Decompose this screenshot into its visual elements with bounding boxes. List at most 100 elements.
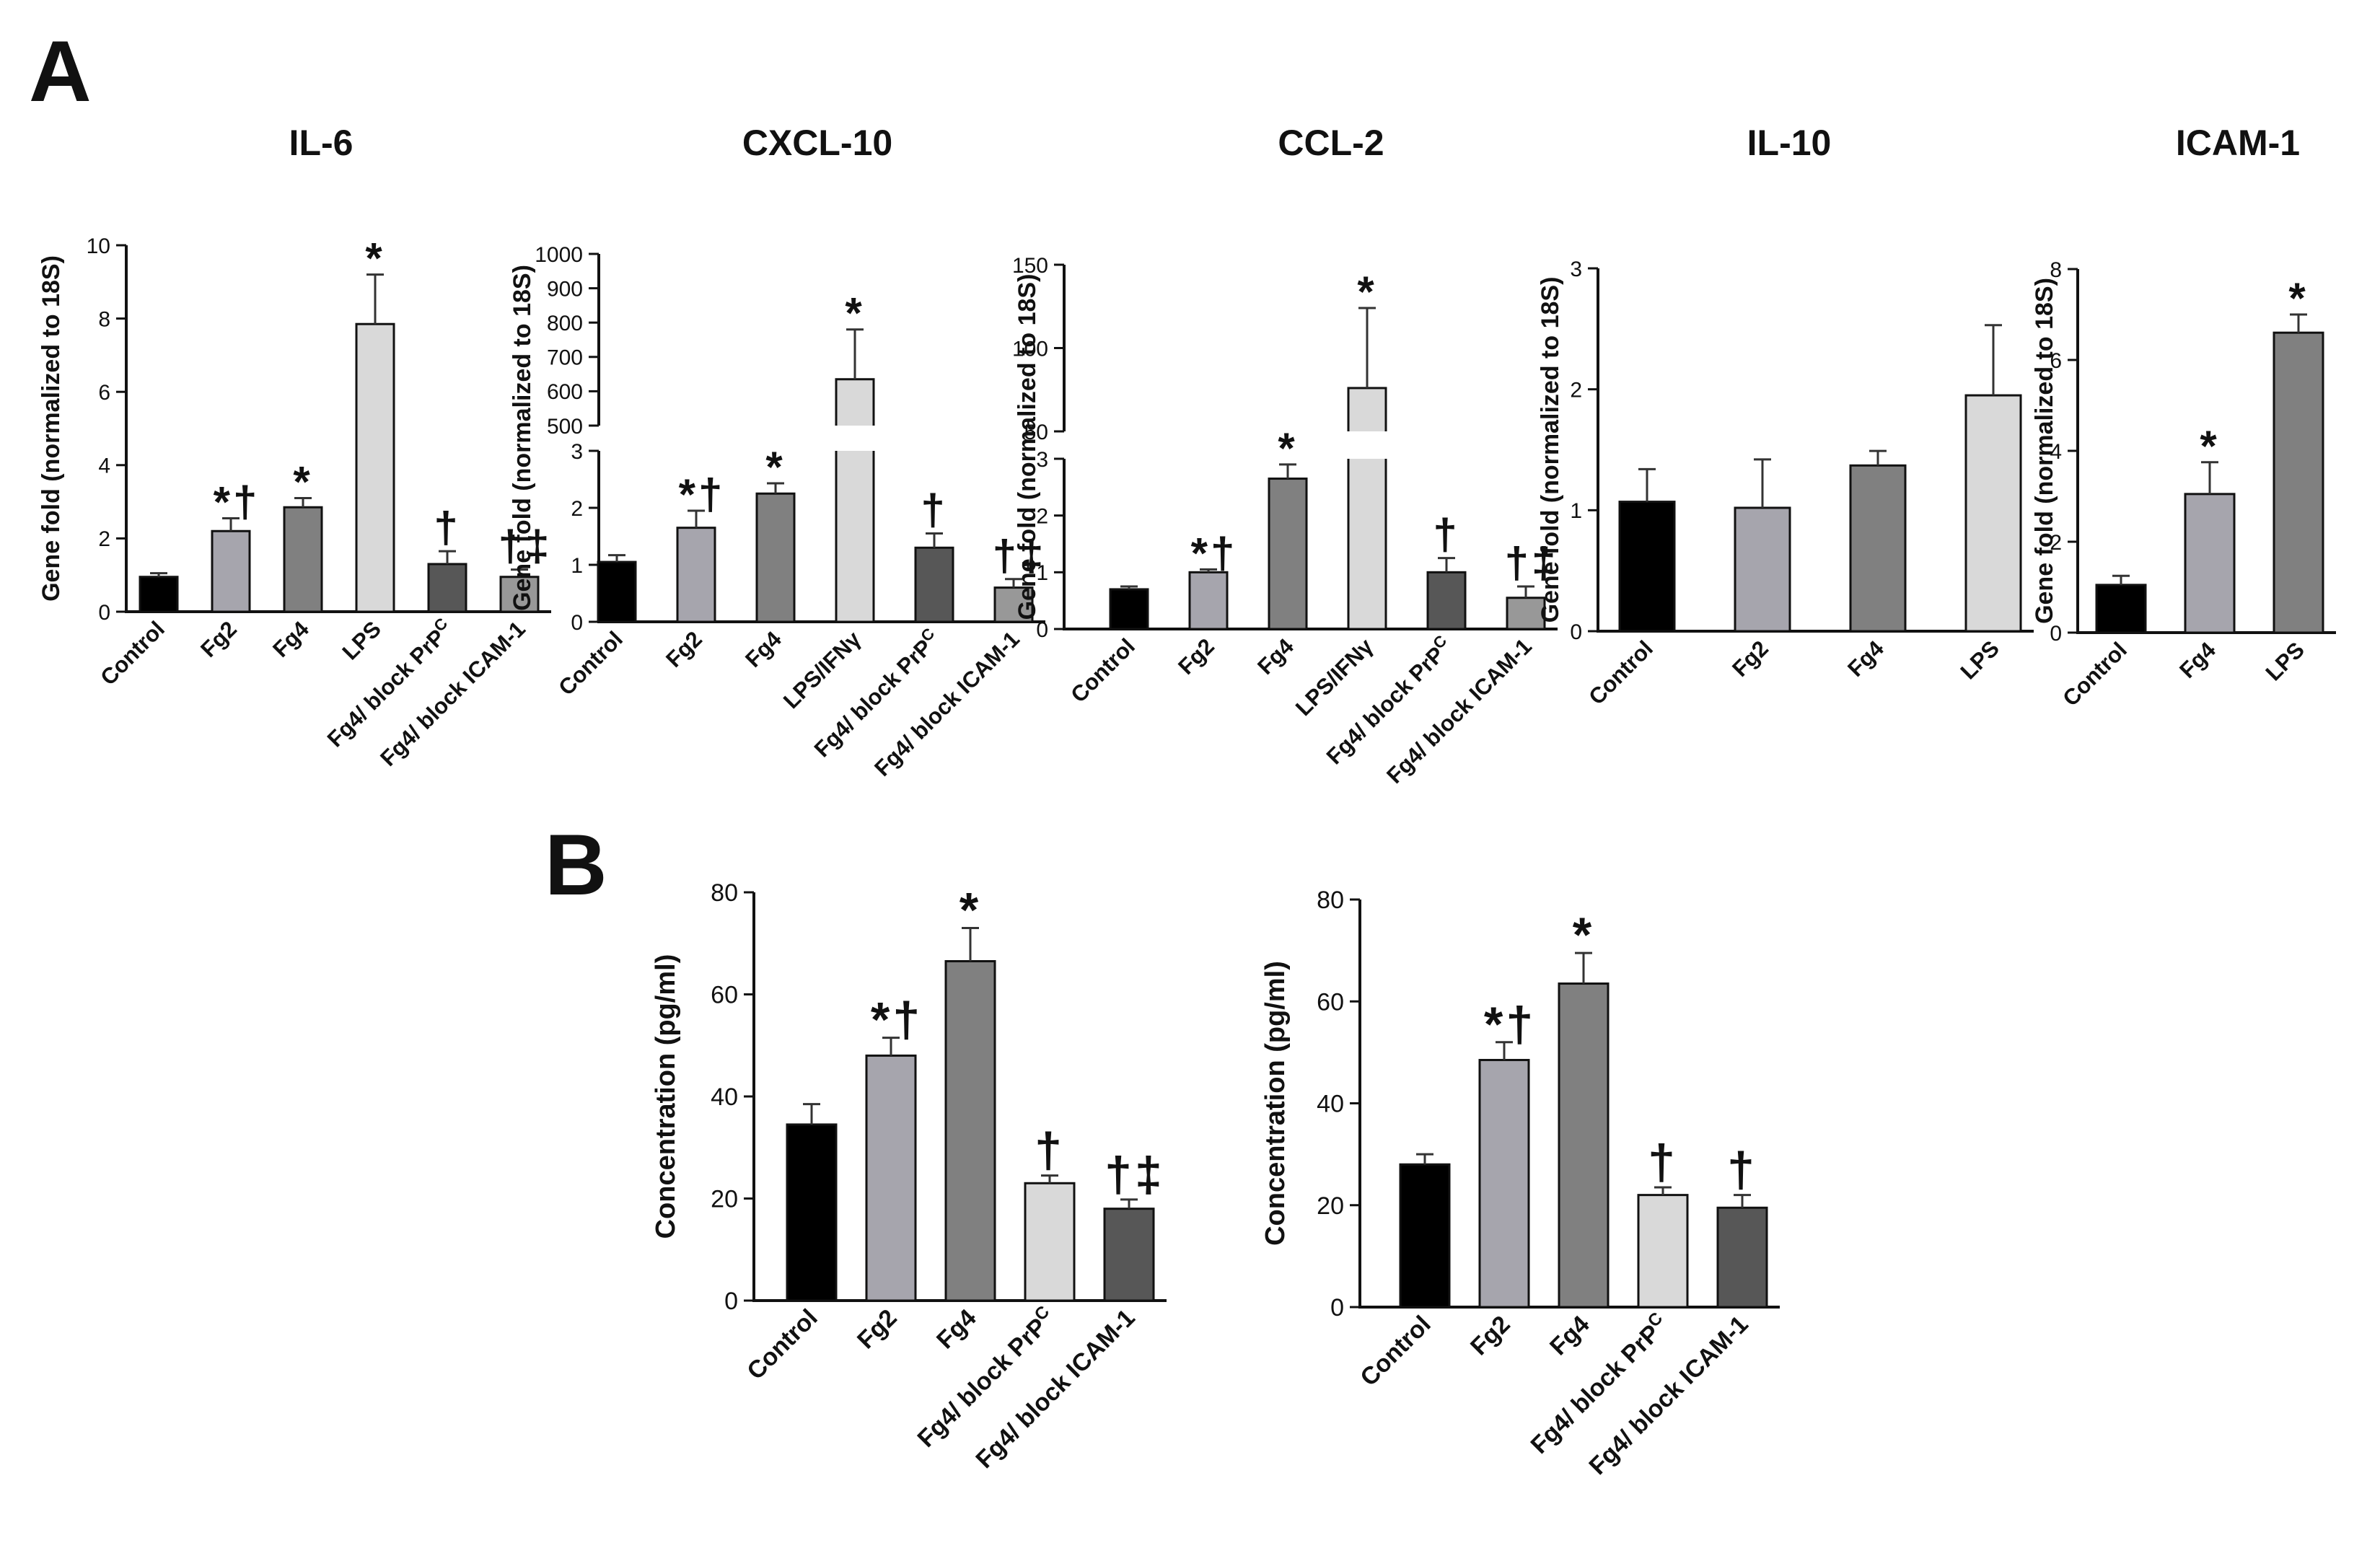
bar-il10-1 <box>1734 506 1791 633</box>
significance-conc1-4: †‡ <box>1105 1147 1165 1202</box>
y-tick-label-il6-3: 6 <box>98 381 110 405</box>
bar-ccl2-1 <box>1188 571 1229 630</box>
y-tick-label-conc1-1: 20 <box>711 1186 738 1213</box>
bar-cxcl10-3 <box>835 378 875 623</box>
significance-conc1-3: † <box>1035 1123 1065 1178</box>
chart-title-cxcl10: CXCL-10 <box>742 123 892 163</box>
bar-conc2-0 <box>1399 1163 1451 1309</box>
y-axis-label-conc2: Concentration (pg/ml) <box>1260 961 1291 1246</box>
bar-conc2-1 <box>1478 1058 1530 1309</box>
y-tick-label-cxcl10-8: 900 <box>547 277 583 301</box>
significance-il6-5: †‡ <box>499 522 553 571</box>
bar-break-ccl2-3 <box>1346 431 1388 459</box>
bar-cxcl10-2 <box>755 492 796 623</box>
y-tick-label-il10-1: 1 <box>1570 499 1582 523</box>
bar-break-cxcl10-3 <box>834 426 876 451</box>
y-axis-label-conc1: Concentration (pg/ml) <box>651 954 681 1239</box>
significance-cxcl10-2: * <box>765 443 785 491</box>
y-tick-label-icam1-1: 2 <box>2050 531 2062 555</box>
y-tick-label-ccl2-3: 3 <box>1036 448 1048 472</box>
significance-conc2-3: † <box>1648 1135 1678 1190</box>
y-tick-label-il6-4: 8 <box>98 307 110 331</box>
bar-conc2-2 <box>1558 982 1610 1309</box>
y-tick-label-il6-1: 2 <box>98 527 110 551</box>
significance-cxcl10-1: *† <box>679 470 726 519</box>
bar-conc1-3 <box>1024 1182 1076 1302</box>
bar-il10-2 <box>1849 464 1907 633</box>
chart-title-il6: IL-6 <box>289 123 354 163</box>
y-tick-label-conc1-4: 80 <box>711 879 738 907</box>
bar-conc1-2 <box>944 960 996 1302</box>
bar-il6-0 <box>139 576 179 613</box>
panel-label-a: A <box>29 23 92 120</box>
y-tick-label-il6-5: 10 <box>87 234 110 258</box>
y-tick-label-conc1-3: 60 <box>711 982 738 1009</box>
bar-il6-4 <box>427 563 467 613</box>
bar-icam1-1 <box>2184 493 2236 634</box>
y-tick-label-cxcl10-1: 1 <box>571 554 583 578</box>
significance-conc2-2: * <box>1573 907 1594 962</box>
y-tick-label-conc1-0: 0 <box>724 1288 738 1315</box>
chart-title-icam1: ICAM-1 <box>2176 123 2300 163</box>
significance-ccl2-3: * <box>1357 268 1376 316</box>
y-axis-label-icam1: Gene fold (normalized to 18S) <box>2031 278 2058 624</box>
y-tick-label-icam1-4: 8 <box>2050 258 2062 282</box>
y-tick-label-conc2-0: 0 <box>1330 1294 1344 1322</box>
bar-ccl2-4 <box>1426 571 1467 630</box>
y-tick-label-cxcl10-2: 2 <box>571 497 583 521</box>
y-tick-label-cxcl10-4: 500 <box>547 415 583 439</box>
chart-title-il10: IL-10 <box>1747 123 1832 163</box>
bar-conc2-3 <box>1637 1194 1689 1309</box>
significance-conc1-1: *† <box>871 993 923 1047</box>
significance-icam1-2: * <box>2288 274 2308 322</box>
significance-conc2-4: † <box>1727 1143 1757 1197</box>
significance-ccl2-1: *† <box>1191 529 1238 577</box>
y-tick-label-ccl2-4: 50 <box>1024 421 1048 444</box>
chart-title-ccl2: CCL-2 <box>1278 123 1384 163</box>
bar-cxcl10-0 <box>597 560 637 623</box>
y-tick-label-conc2-3: 60 <box>1317 988 1344 1016</box>
significance-cxcl10-5: †‡ <box>993 532 1047 580</box>
y-tick-label-conc2-2: 40 <box>1317 1091 1344 1118</box>
y-tick-label-cxcl10-9: 1000 <box>535 243 583 267</box>
y-tick-label-ccl2-1: 1 <box>1036 561 1048 585</box>
bar-icam1-0 <box>2095 584 2147 634</box>
significance-cxcl10-3: * <box>845 289 864 338</box>
y-axis-label-ccl2: Gene fold (normalized to 18S) <box>1014 274 1041 620</box>
significance-conc2-1: *† <box>1484 997 1536 1052</box>
significance-conc1-2: * <box>960 883 981 938</box>
y-tick-label-cxcl10-0: 0 <box>571 611 583 635</box>
y-tick-label-ccl2-5: 100 <box>1012 337 1048 361</box>
significance-il6-2: * <box>293 458 312 506</box>
bar-il6-3 <box>355 322 395 613</box>
significance-ccl2-5: †‡ <box>1505 539 1559 587</box>
significance-il6-1: *† <box>214 478 260 526</box>
bar-conc1-4 <box>1103 1208 1155 1302</box>
y-axis-label-cxcl10: Gene fold (normalized to 18S) <box>509 265 536 611</box>
y-axis-label-il6: Gene fold (normalized to 18S) <box>38 255 65 602</box>
bar-cxcl10-1 <box>676 527 716 623</box>
y-tick-label-il10-3: 3 <box>1570 258 1582 281</box>
bar-il6-2 <box>283 506 323 613</box>
bar-conc2-4 <box>1716 1206 1768 1309</box>
y-tick-label-conc2-1: 20 <box>1317 1192 1344 1220</box>
y-tick-label-il10-2: 2 <box>1570 378 1582 402</box>
bar-ccl2-3 <box>1347 387 1387 630</box>
bar-il10-0 <box>1618 501 1676 633</box>
y-axis-label-il10: Gene fold (normalized to 18S) <box>1537 277 1564 623</box>
panel-label-b: B <box>545 817 607 913</box>
y-tick-label-ccl2-0: 0 <box>1036 618 1048 642</box>
bar-ccl2-0 <box>1109 588 1149 630</box>
significance-icam1-1: * <box>2200 422 2219 470</box>
y-tick-label-cxcl10-3: 3 <box>571 440 583 464</box>
significance-il6-3: * <box>365 234 385 283</box>
y-tick-label-ccl2-6: 150 <box>1012 254 1048 278</box>
y-tick-label-conc1-2: 40 <box>711 1083 738 1111</box>
y-tick-label-cxcl10-7: 800 <box>547 312 583 335</box>
bar-conc1-1 <box>865 1054 917 1302</box>
bar-cxcl10-4 <box>914 546 954 623</box>
bar-il6-1 <box>211 529 251 613</box>
y-tick-label-ccl2-2: 2 <box>1036 504 1048 528</box>
